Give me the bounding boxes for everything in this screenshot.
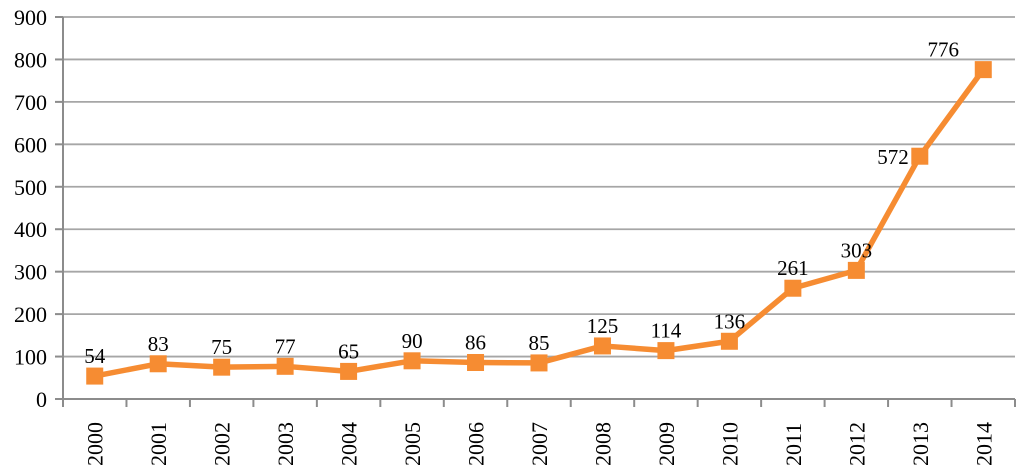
data-point-marker <box>403 352 421 370</box>
data-point-marker <box>530 354 548 372</box>
y-axis-label: 700 <box>14 90 47 115</box>
data-point-marker <box>467 353 485 371</box>
y-axis-labels: 0 100 200 300 400 500 600 700 800 900 <box>14 5 47 412</box>
data-label: 54 <box>84 344 106 368</box>
axes <box>55 16 1016 407</box>
data-label: 86 <box>465 330 486 354</box>
x-axis-label: 2000 <box>83 422 108 466</box>
data-label: 303 <box>841 238 873 262</box>
data-label: 261 <box>777 256 809 280</box>
data-point-marker <box>340 362 358 380</box>
x-axis-label: 2003 <box>273 422 298 466</box>
data-point-marker <box>86 367 104 385</box>
data-label: 114 <box>651 319 682 343</box>
data-point-marker <box>213 358 231 376</box>
x-axis-label: 2009 <box>654 422 679 466</box>
data-point-marker <box>657 342 675 360</box>
y-axis-label: 400 <box>14 217 47 242</box>
data-label: 125 <box>587 314 619 338</box>
x-axis-label: 2005 <box>400 422 425 466</box>
data-point-marker <box>276 357 294 375</box>
data-label: 75 <box>211 335 232 359</box>
x-axis-labels: 2000 2001 2002 2003 2004 2005 2006 2007 2008 2009… <box>83 422 997 466</box>
x-axis-label: 2006 <box>464 422 489 466</box>
data-label: 65 <box>338 339 359 363</box>
x-axis-label: 2007 <box>527 422 552 466</box>
x-axis-label: 2004 <box>337 422 362 466</box>
y-axis-label: 900 <box>14 5 47 30</box>
data-label: 572 <box>877 145 909 169</box>
data-point-marker <box>720 332 738 350</box>
x-axis-label: 2011 <box>781 423 806 466</box>
data-label: 85 <box>529 331 550 355</box>
y-axis-label: 100 <box>14 345 47 370</box>
data-point-marker <box>974 61 992 79</box>
x-axis-label: 2014 <box>971 422 996 466</box>
data-labels: 54 83 75 77 65 90 86 85 125 114 136 261 303 572 776 <box>84 38 959 368</box>
data-label: 776 <box>928 38 960 62</box>
y-axis-label: 0 <box>36 387 47 412</box>
x-axis-label: 2001 <box>146 422 171 466</box>
x-axis-label: 2012 <box>844 422 869 466</box>
data-label: 90 <box>402 329 423 353</box>
data-point-marker <box>149 355 167 373</box>
y-axis-label: 600 <box>14 132 47 157</box>
data-point-marker <box>784 279 802 297</box>
data-point-marker <box>847 261 865 279</box>
data-label: 136 <box>714 309 746 333</box>
data-label: 77 <box>275 334 296 358</box>
data-label: 83 <box>148 332 169 356</box>
x-axis-label: 2002 <box>210 422 235 466</box>
x-axis-label: 2008 <box>590 422 615 466</box>
y-axis-label: 200 <box>14 302 47 327</box>
gridlines <box>63 16 1015 358</box>
y-axis-label: 800 <box>14 47 47 72</box>
y-axis-label: 300 <box>14 260 47 285</box>
x-axis-label: 2010 <box>717 422 742 466</box>
x-axis-label: 2013 <box>908 422 933 466</box>
y-axis-label: 500 <box>14 175 47 200</box>
data-point-marker <box>593 337 611 355</box>
data-point-markers <box>86 61 992 385</box>
data-point-marker <box>911 147 929 165</box>
